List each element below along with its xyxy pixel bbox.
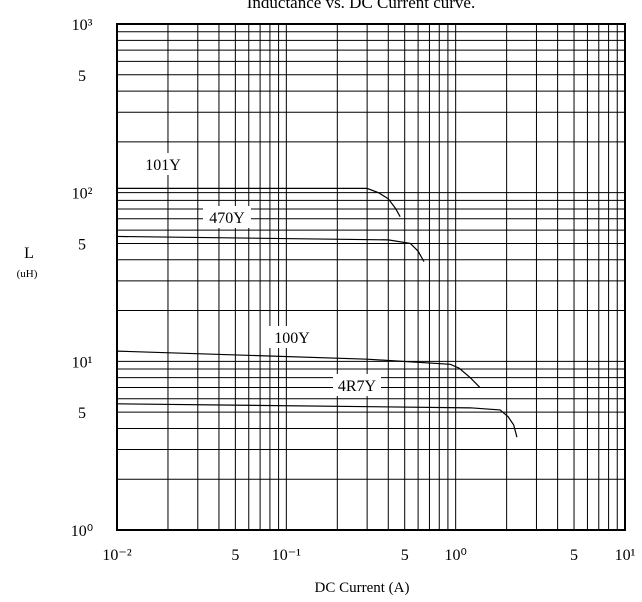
series-label: 470Y [209, 210, 245, 227]
series-line [116, 403, 518, 438]
y-tick-label: 10¹ [72, 354, 93, 371]
series-line [116, 350, 481, 388]
y-tick-label: 5 [78, 236, 86, 253]
chart-title: Inductance vs. DC Current curve. [247, 0, 475, 12]
series-line [117, 187, 401, 218]
x-tick-label: 5 [401, 547, 409, 564]
series-label-bg [203, 206, 251, 228]
series-line [116, 235, 425, 262]
x-axis-label: DC Current (A) [315, 580, 410, 596]
series-label: 100Y [274, 330, 310, 347]
x-tick-label: 10⁻¹ [272, 547, 301, 564]
x-tick-label: 10¹ [615, 547, 636, 564]
x-tick-label: 10⁻² [102, 547, 131, 564]
y-tick-label: 10³ [72, 17, 93, 34]
y-tick-label: 5 [78, 68, 86, 85]
series-label-bg [268, 326, 316, 348]
y-axis-label: L [24, 245, 34, 262]
series-label-bg [139, 153, 187, 175]
x-tick-label: 5 [231, 547, 239, 564]
y-tick-label: 10⁰ [71, 523, 93, 540]
series-label-bg [333, 374, 381, 396]
series-label: 4R7Y [338, 378, 377, 395]
x-tick-label: 5 [570, 547, 578, 564]
x-tick-label: 10⁰ [444, 547, 466, 564]
y-axis-unit: (uH) [17, 268, 38, 280]
plot-frame [116, 23, 626, 531]
y-tick-label: 5 [78, 405, 86, 422]
series-label: 101Y [145, 157, 181, 174]
y-tick-label: 10² [72, 186, 93, 203]
